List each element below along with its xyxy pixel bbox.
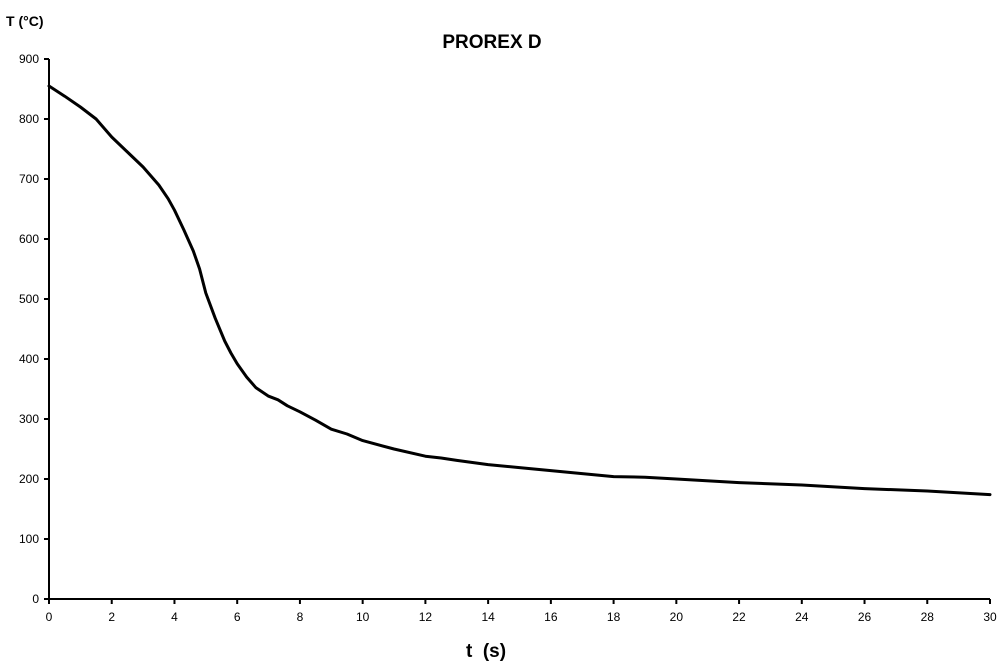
x-tick-label: 18: [607, 610, 621, 624]
x-tick-label: 20: [670, 610, 684, 624]
y-tick-label: 300: [19, 412, 39, 426]
series-layer: [47, 84, 992, 497]
x-tick-label: 16: [544, 610, 558, 624]
y-tick-label: 400: [19, 352, 39, 366]
y-axis-ticks: 0 100 200 300 400 500 600 700 800 900: [19, 52, 49, 606]
x-tick-label: 6: [234, 610, 241, 624]
x-axis-title: t (s): [466, 641, 506, 662]
y-axis-title: T (°C): [6, 13, 43, 29]
series-line: [47, 84, 992, 497]
x-tick-label: 8: [297, 610, 304, 624]
x-tick-label: 30: [983, 610, 997, 624]
x-axis-ticks: 0 2 4 6 8 10 12 14 16 18 20 22 24 26 28 30: [46, 599, 997, 624]
y-tick-label: 700: [19, 172, 39, 186]
y-tick-label: 900: [19, 52, 39, 66]
x-tick-label: 24: [795, 610, 809, 624]
x-tick-label: 26: [858, 610, 872, 624]
x-tick-label: 22: [732, 610, 746, 624]
y-tick-label: 0: [32, 592, 39, 606]
x-tick-label: 0: [46, 610, 53, 624]
x-tick-label: 10: [356, 610, 370, 624]
x-tick-label: 12: [419, 610, 433, 624]
x-tick-label: 28: [921, 610, 935, 624]
y-tick-label: 200: [19, 472, 39, 486]
y-tick-label: 100: [19, 532, 39, 546]
x-tick-label: 14: [481, 610, 495, 624]
y-tick-label: 800: [19, 112, 39, 126]
x-tick-label: 4: [171, 610, 178, 624]
y-tick-label: 600: [19, 232, 39, 246]
chart-title: PROREX D: [442, 32, 541, 53]
x-tick-label: 2: [108, 610, 115, 624]
y-tick-label: 500: [19, 292, 39, 306]
